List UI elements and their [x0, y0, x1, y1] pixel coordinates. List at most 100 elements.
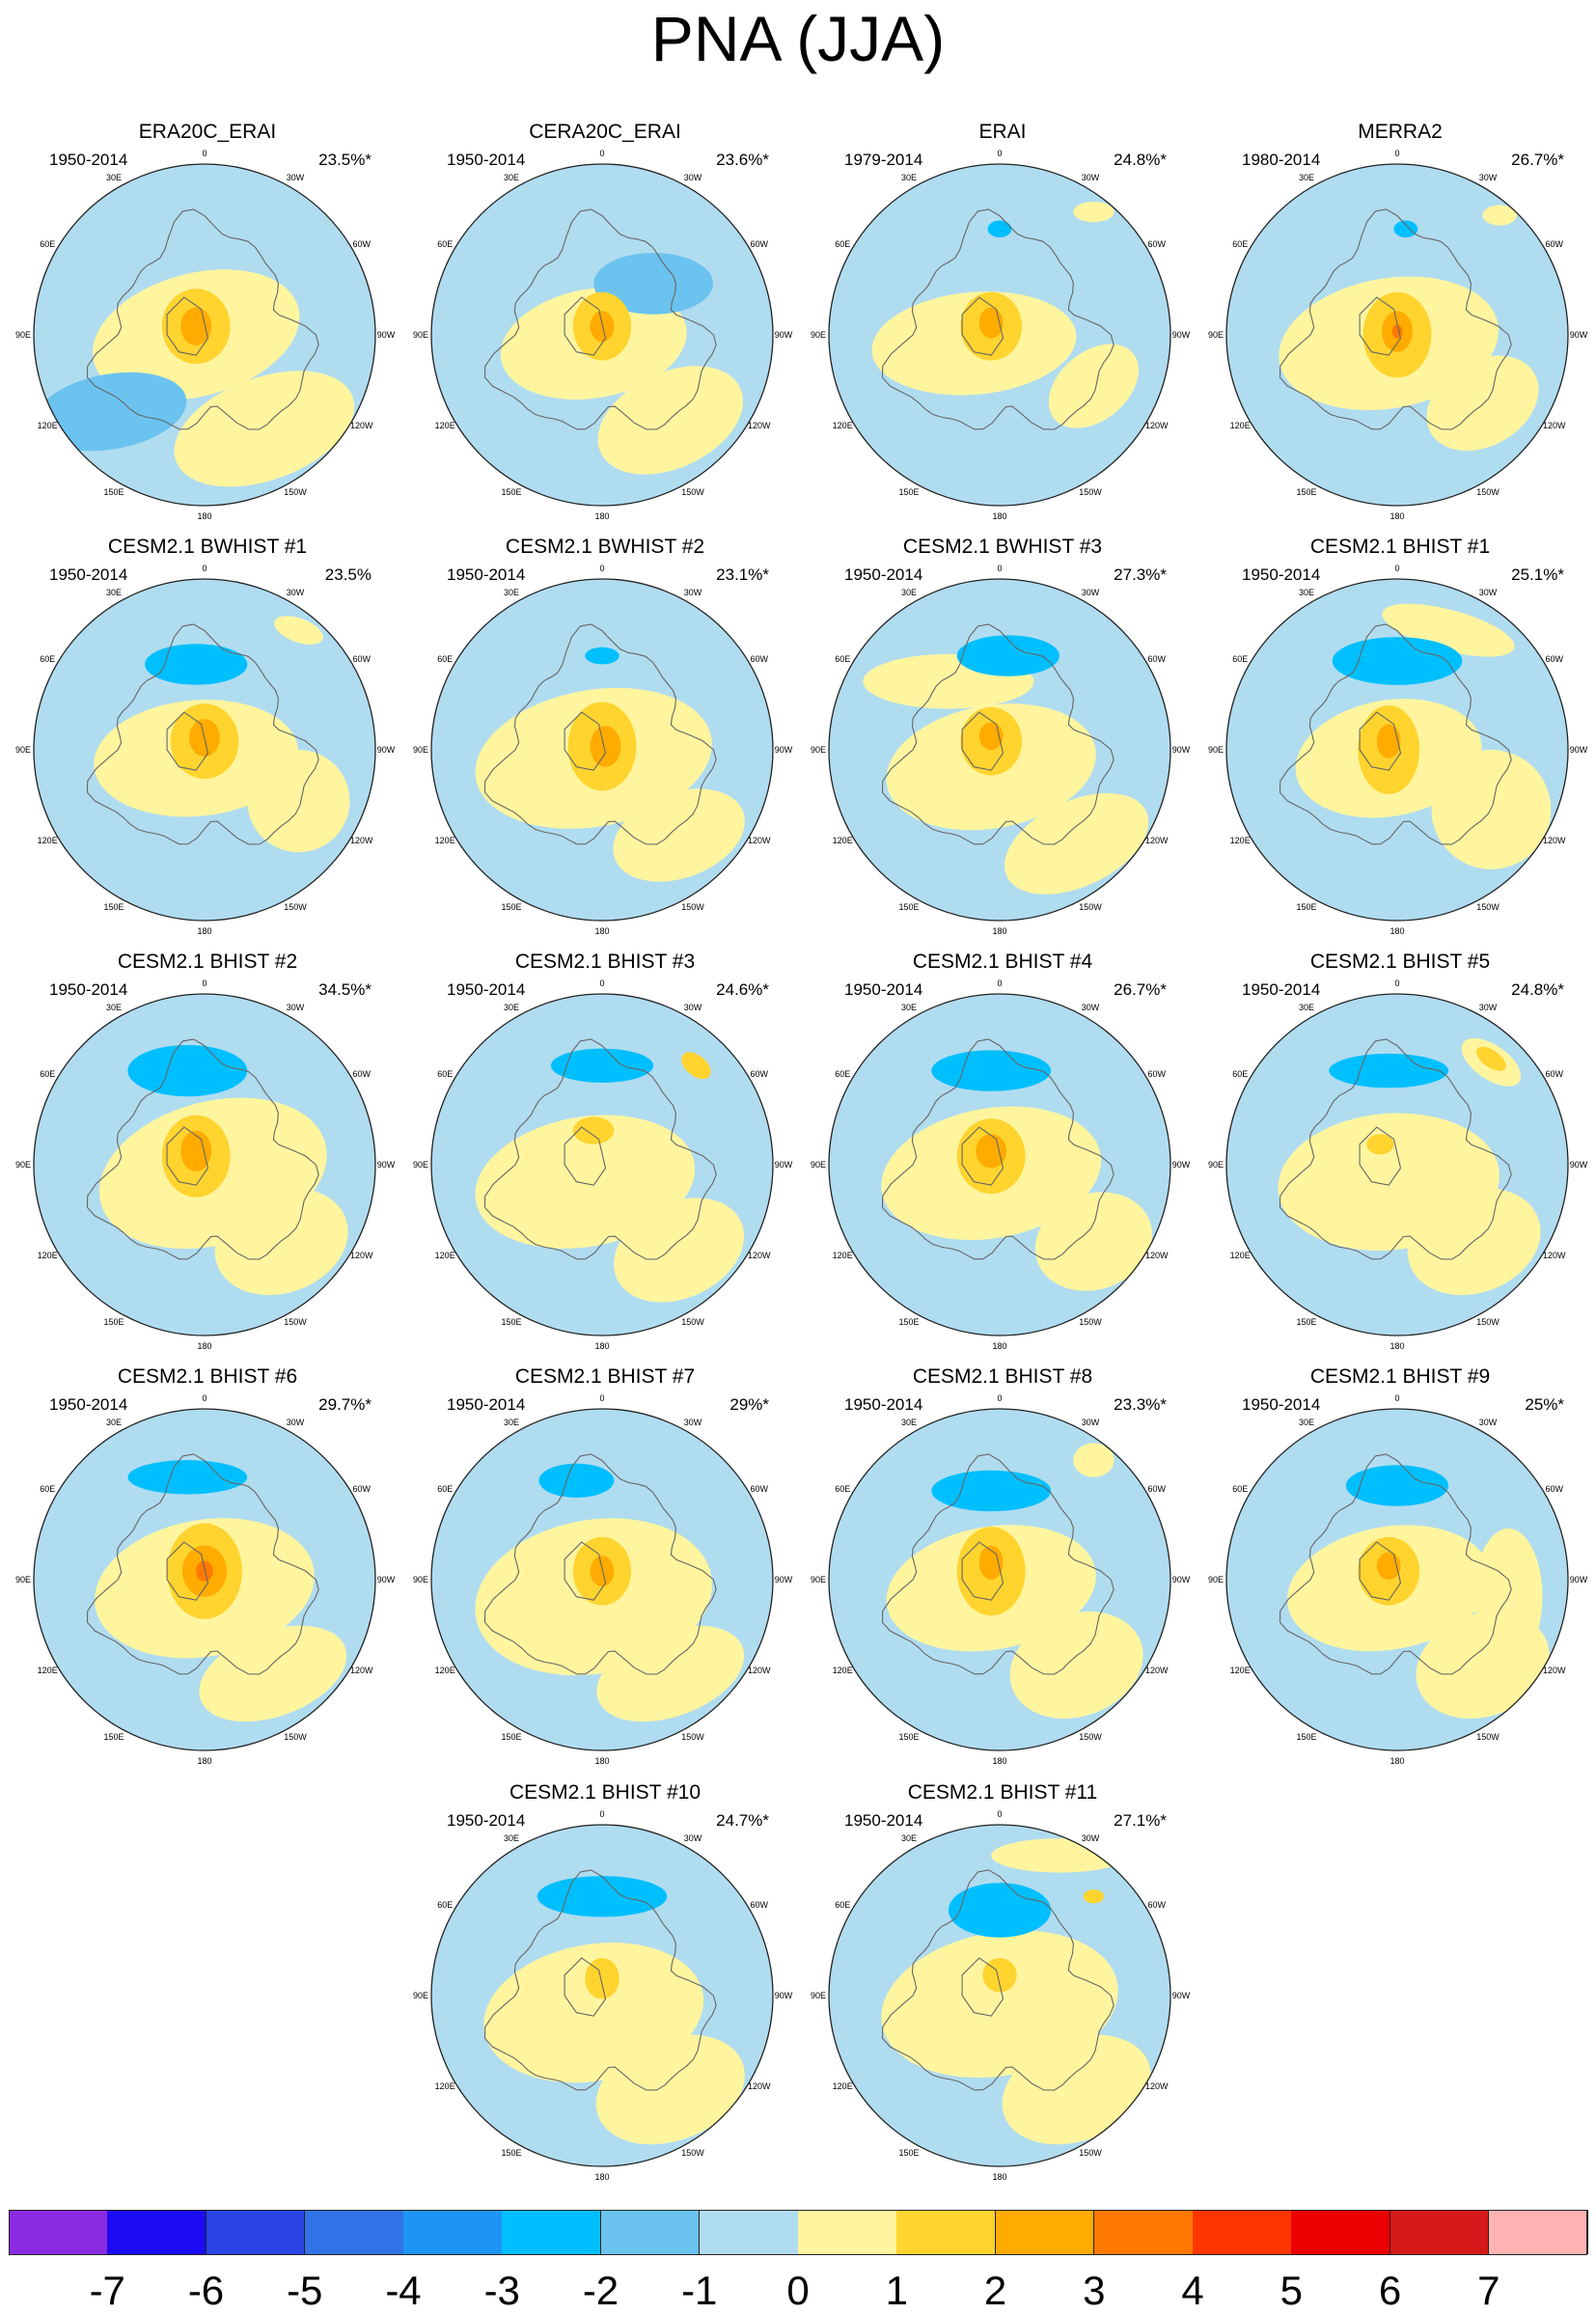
panel-title: CESM2.1 BHIST #6 [117, 1365, 298, 1388]
longitude-label: 150W [681, 2148, 704, 2158]
longitude-label: 150W [1476, 1732, 1500, 1742]
negative-anomaly-region [537, 1876, 668, 1917]
longitude-label: 120E [435, 1666, 455, 1675]
longitude-label: 150E [501, 487, 521, 497]
longitude-label: 60W [1148, 1484, 1167, 1494]
longitude-label: 120E [833, 421, 853, 430]
colorbar-tick-label: 0 [786, 2268, 810, 2313]
map-border [828, 993, 1171, 1336]
longitude-label: 30W [1082, 173, 1100, 182]
negative-anomaly-region [550, 1048, 654, 1083]
longitude-label: 90E [1208, 745, 1224, 755]
positive-anomaly-region [174, 371, 355, 487]
coastline [1279, 623, 1512, 845]
longitude-label: 90W [377, 330, 396, 340]
colorbar-tick-label: 4 [1181, 2268, 1204, 2313]
polar-map: 180 150E 120E 90E 60E 30E 0 30W 60W 90W 120W 150W [413, 978, 793, 1351]
longitude-label: 30W [1082, 1833, 1100, 1843]
longitude-label: 150E [898, 2148, 919, 2158]
longitude-label: 150W [1079, 1732, 1102, 1742]
map-border [828, 1824, 1171, 2167]
longitude-label: 120W [748, 2081, 771, 2091]
longitude-label: 90W [1172, 330, 1191, 340]
positive-anomaly-region [595, 2034, 745, 2145]
longitude-label: 150W [1079, 902, 1102, 912]
longitude-label: 120E [38, 421, 58, 430]
panel-title: CESM2.1 BHIST #8 [912, 1365, 1093, 1388]
panel-title: ERAI [978, 121, 1027, 143]
colorbar-swatch [699, 2210, 799, 2254]
colorbar-tick-label: -4 [385, 2268, 422, 2313]
longitude-label: 90W [1172, 1575, 1191, 1584]
longitude-label: 180 [594, 1341, 609, 1351]
map-panel: CESM2.1 BWHIST #3 1950-2014 27.3%* 180 150E 1… [810, 536, 1196, 941]
longitude-label: 90W [1172, 745, 1191, 755]
longitude-label: 30E [504, 1833, 519, 1843]
longitude-label: 150W [1079, 487, 1102, 497]
positive-anomaly-region [247, 750, 350, 853]
positive-anomaly-region [199, 1625, 347, 1722]
map-border [430, 163, 774, 507]
polar-map: 180 150E 120E 90E 60E 30E 0 30W 60W 90W 120W 150W [15, 1393, 396, 1766]
coastline [86, 1038, 319, 1260]
coastline [564, 296, 607, 356]
positive-anomaly-region [614, 1198, 745, 1303]
longitude-label: 90W [377, 745, 396, 755]
colorbar-swatch [1488, 2210, 1588, 2254]
longitude-label: 90E [413, 1575, 428, 1584]
coastline [86, 208, 319, 430]
longitude-label: 30W [684, 1003, 702, 1012]
colorbar-tick-label: -5 [287, 2268, 323, 2313]
positive-anomaly-region [1073, 1443, 1114, 1477]
panel-title: CESM2.1 BHIST #5 [1309, 950, 1491, 973]
longitude-label: 120W [748, 1666, 771, 1675]
longitude-label: 90E [15, 1160, 31, 1170]
longitude-label: 30E [1299, 1418, 1314, 1427]
longitude-label: 180 [1390, 1756, 1404, 1766]
longitude-label: 60W [353, 239, 371, 249]
panel-title: CESM2.1 BHIST #9 [1309, 1365, 1491, 1388]
panel-period: 1950-2014 [49, 151, 128, 169]
longitude-label: 0 [202, 564, 206, 573]
panel-title: ERA20C_ERAI [138, 121, 277, 143]
longitude-label: 120W [350, 836, 373, 845]
map-border [828, 578, 1171, 922]
longitude-label: 90E [811, 745, 826, 755]
longitude-label: 30W [684, 173, 702, 182]
longitude-label: 60E [437, 1900, 453, 1910]
panel-variance: 24.7%* [716, 1811, 769, 1830]
polar-map: 180 150E 120E 90E 60E 30E 0 30W 60W 90W 120W 150W [811, 564, 1191, 936]
longitude-label: 180 [197, 926, 211, 936]
longitude-label: 180 [992, 1756, 1006, 1766]
negative-anomaly-region [538, 1463, 615, 1498]
map-border [430, 1408, 774, 1751]
longitude-label: 120E [38, 836, 58, 845]
longitude-label: 180 [992, 511, 1006, 521]
longitude-label: 60W [1148, 1900, 1167, 1910]
map-panel: CESM2.1 BWHIST #2 1950-2014 23.1%* 180 150E 1… [412, 536, 798, 941]
negative-anomaly-region [158, 1059, 200, 1083]
map-panel: CESM2.1 BHIST #6 1950-2014 29.7%* 180 150E 12… [14, 1365, 400, 1771]
panel-period: 1950-2014 [844, 1395, 923, 1414]
longitude-label: 90W [1172, 1160, 1191, 1170]
positive-anomaly-region [573, 1116, 615, 1144]
longitude-label: 150E [501, 1317, 521, 1327]
longitude-label: 30W [684, 1833, 702, 1843]
longitude-label: 60W [751, 1069, 769, 1079]
longitude-label: 150W [681, 1317, 704, 1327]
map-panel: CERA20C_ERAI 1950-2014 23.6%* 180 150E 120E 90… [412, 121, 798, 526]
positive-anomaly-region [1048, 344, 1140, 428]
longitude-label: 0 [997, 149, 1002, 158]
longitude-label: 60W [1546, 654, 1564, 664]
panel-period: 1950-2014 [844, 1811, 923, 1830]
longitude-label: 30E [1299, 173, 1314, 182]
longitude-label: 90W [775, 330, 793, 340]
longitude-label: 0 [599, 564, 604, 573]
map-border [1225, 1408, 1569, 1751]
panel-variance: 24.8%* [1511, 980, 1564, 999]
negative-anomaly-region [127, 1460, 248, 1495]
coastline [1359, 1541, 1402, 1601]
colorbar-swatch [1093, 2210, 1194, 2254]
positive-anomaly-region [597, 366, 744, 475]
negative-anomaly-region [971, 1896, 1012, 1924]
